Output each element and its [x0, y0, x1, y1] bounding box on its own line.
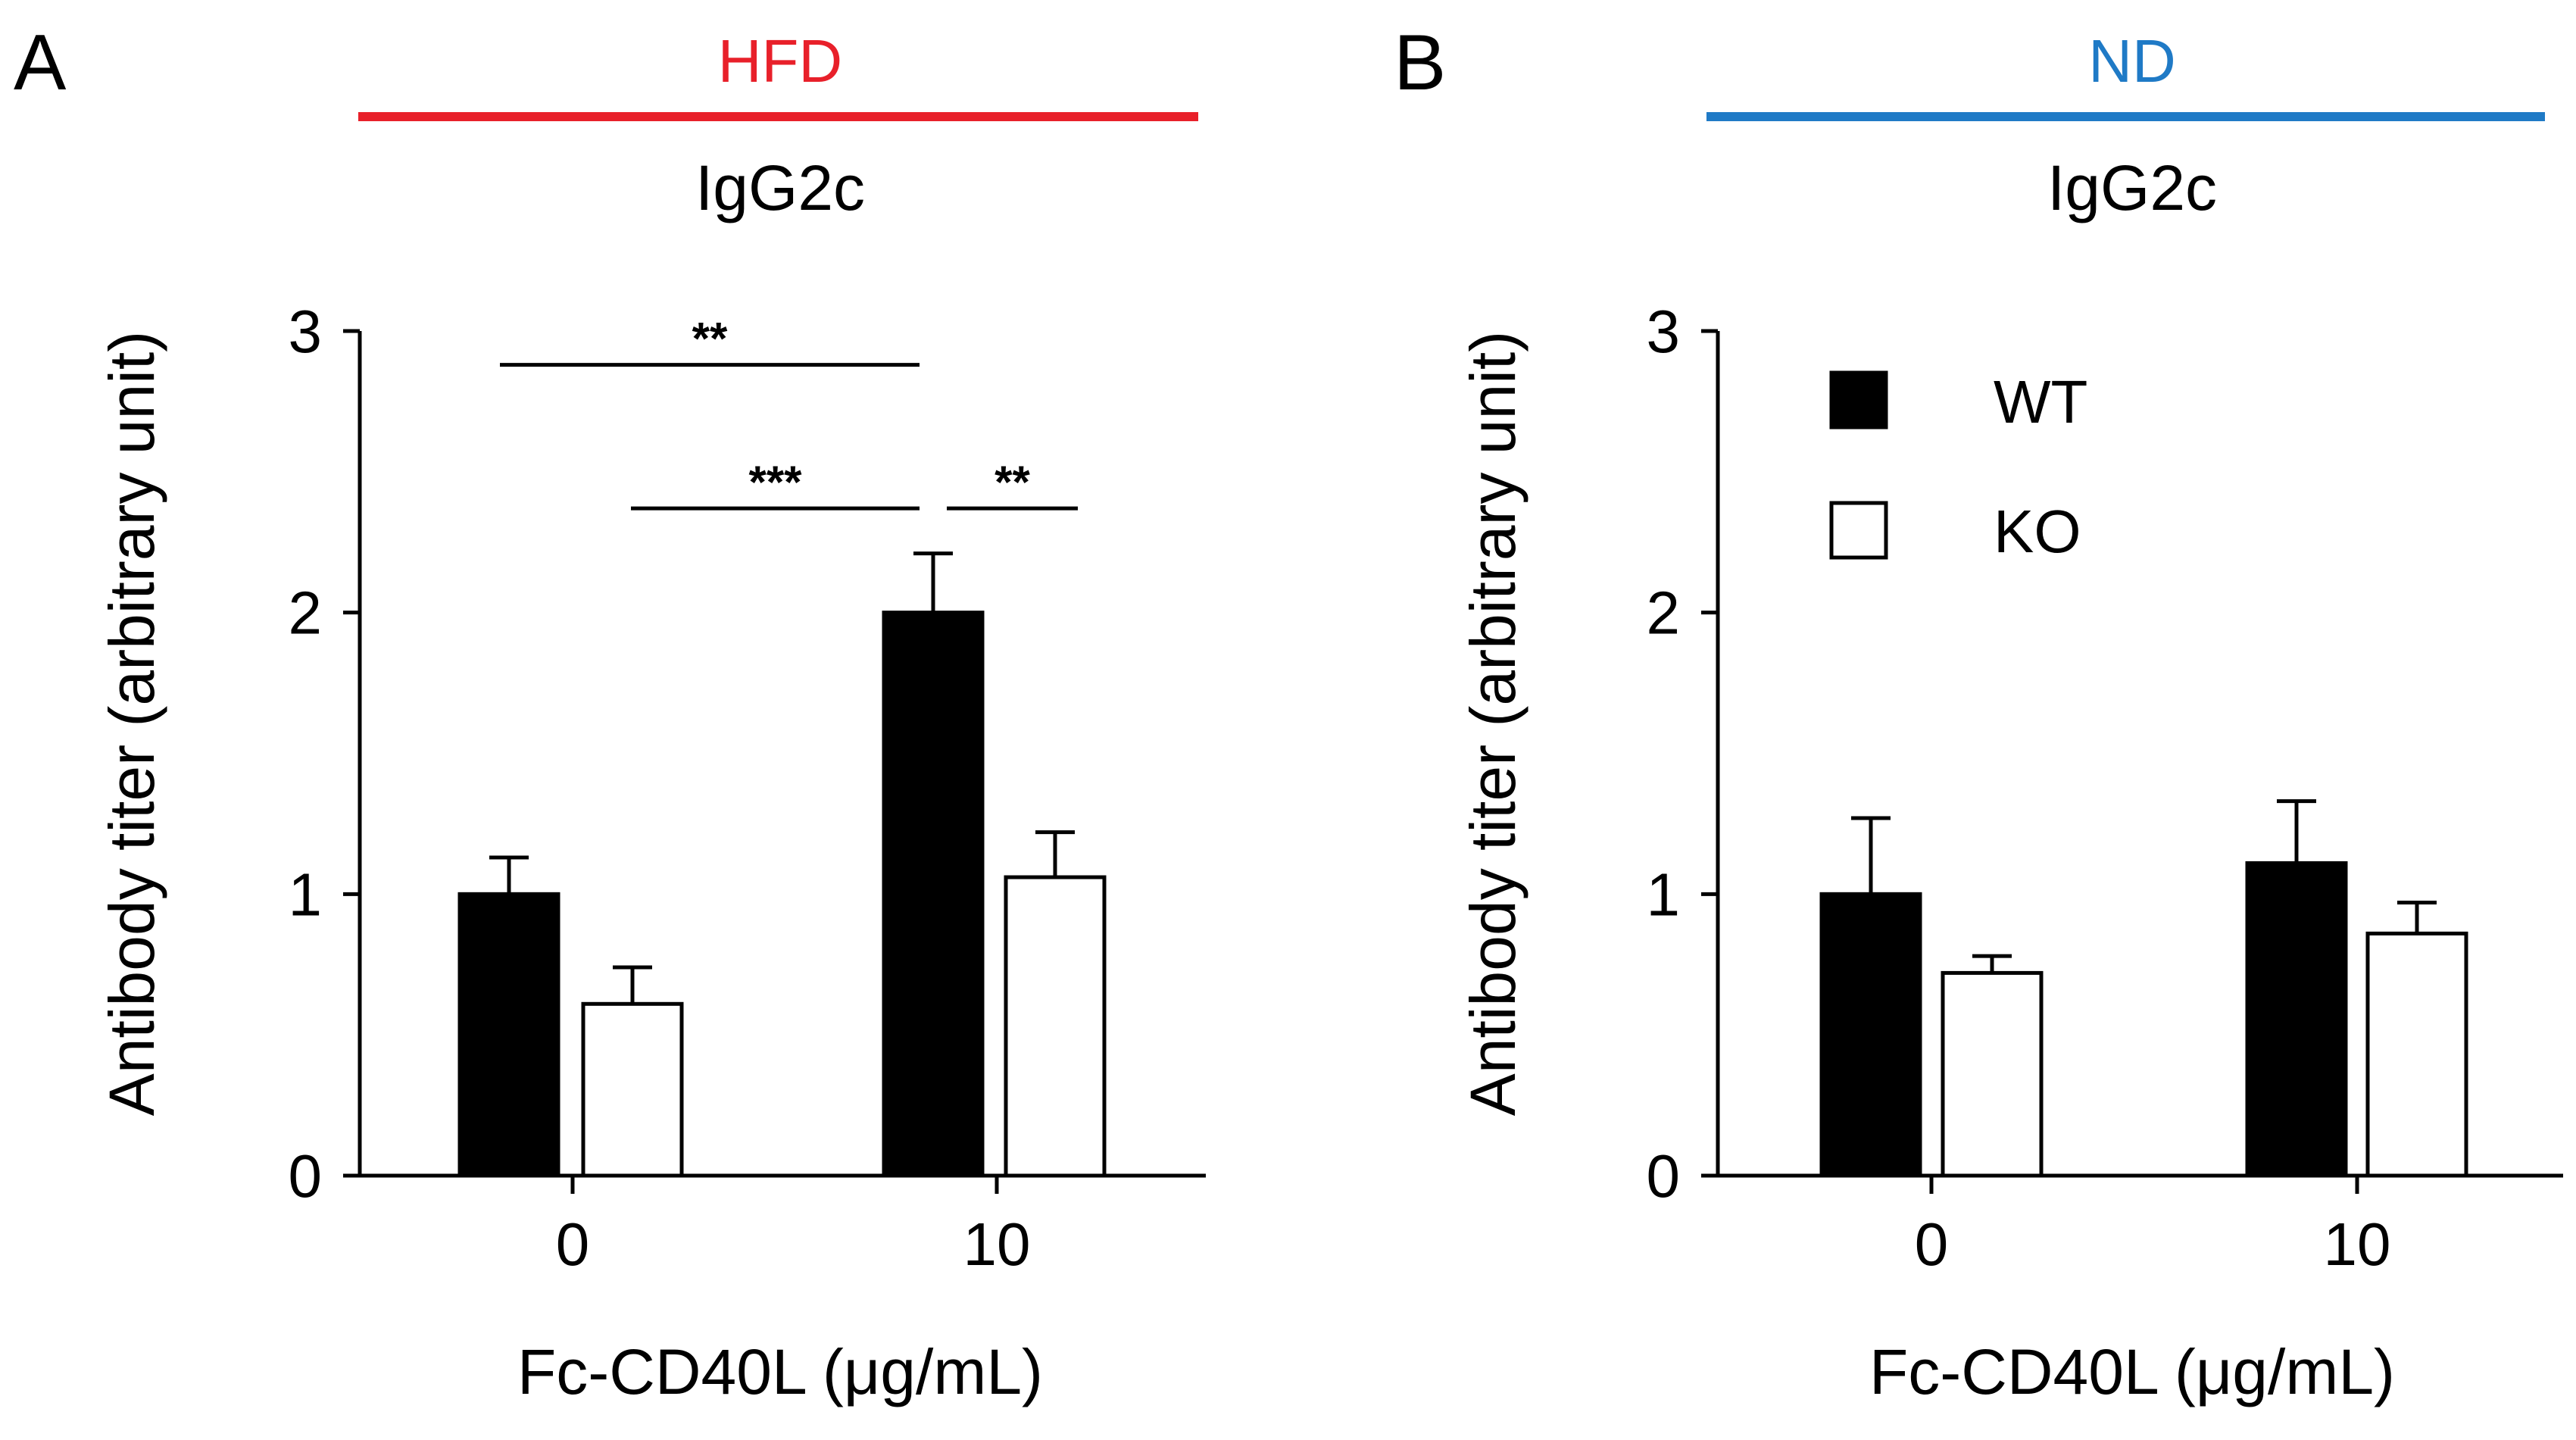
significance-label: *** [748, 457, 802, 508]
panel-b: B ND IgG2c Antibody titer (arbitrary uni… [1394, 19, 2563, 1407]
legend-swatch-wt [1829, 370, 1888, 430]
bar-wt-10 [2245, 861, 2348, 1178]
bar-wt-0 [1819, 892, 1922, 1178]
x-axis-label-b: Fc-CD40L (μg/mL) [1869, 1336, 2395, 1407]
bar-ko-0 [581, 1001, 684, 1178]
x-tick-label: 10 [2324, 1210, 2391, 1278]
y-tick-label: 3 [289, 298, 323, 365]
x-tick-label: 0 [556, 1210, 590, 1278]
antibody-title-a: IgG2c [695, 152, 865, 223]
bar-wt-10 [882, 611, 985, 1178]
diet-label-nd: ND [2088, 27, 2176, 95]
bar-ko-10 [1004, 875, 1107, 1178]
diet-label-hfd: HFD [718, 27, 842, 95]
legend-swatch-ko [1829, 501, 1888, 560]
y-tick-label: 1 [289, 861, 323, 928]
legend-label-wt: WT [1994, 368, 2087, 436]
bar-wt-0 [457, 892, 560, 1178]
significance-label: ** [994, 457, 1030, 508]
y-tick-label: 0 [289, 1142, 323, 1210]
y-axis-label-b: Antibody titer (arbitrary unit) [1457, 331, 1528, 1116]
y-axis-label-a: Antibody titer (arbitrary unit) [96, 331, 167, 1116]
y-tick-label: 1 [1647, 861, 1681, 928]
antibody-title-b: IgG2c [2047, 152, 2217, 223]
y-tick-label: 3 [1647, 298, 1681, 365]
x-axis-label-a: Fc-CD40L (μg/mL) [517, 1336, 1043, 1407]
legend-label-ko: KO [1994, 498, 2081, 565]
bar-ko-0 [1941, 970, 2044, 1178]
panel-letter-a: A [14, 19, 67, 107]
panel-letter-b: B [1394, 19, 1446, 107]
bar-ko-10 [2365, 931, 2468, 1178]
y-tick-label: 2 [1647, 579, 1681, 647]
legend: WT KO [1829, 368, 2087, 565]
y-tick-label: 2 [289, 579, 323, 647]
panel-a: A HFD IgG2c Antibody titer (arbitrary un… [14, 19, 1206, 1407]
x-tick-label: 10 [963, 1210, 1031, 1278]
significance-label: ** [692, 314, 728, 364]
x-tick-label: 0 [1915, 1210, 1949, 1278]
y-tick-label: 0 [1647, 1142, 1681, 1210]
plot-area-b: 0 1 2 3 0 10 [1647, 298, 2563, 1278]
